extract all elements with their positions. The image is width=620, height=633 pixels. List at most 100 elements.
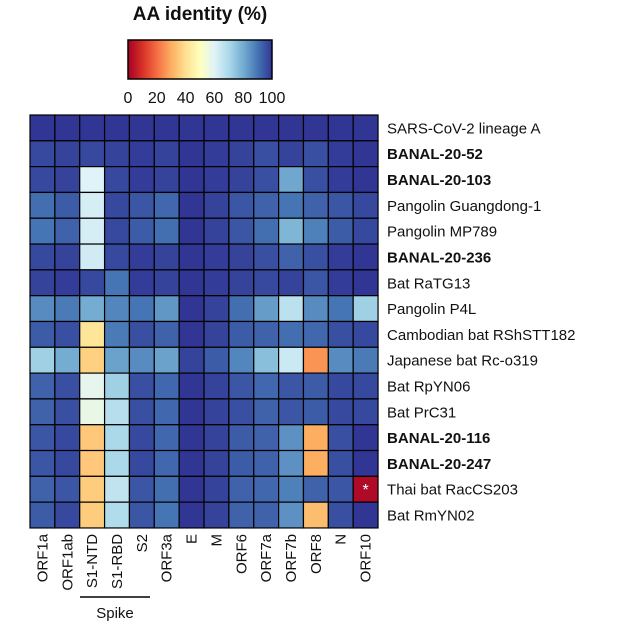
row-label: Bat RaTG13 [387, 275, 470, 292]
heatmap-cell [278, 346, 305, 374]
heatmap-cell [54, 346, 81, 374]
heatmap-cell [253, 243, 280, 271]
heatmap-cell [128, 269, 155, 297]
heatmap-cell [253, 269, 280, 297]
heatmap-cell [29, 140, 56, 168]
heatmap-cell [352, 501, 379, 529]
heatmap-cell [54, 372, 81, 400]
heatmap-cell [79, 320, 106, 348]
heatmap-cell [253, 424, 280, 452]
heatmap-cell [352, 346, 379, 374]
heatmap-cell [54, 501, 81, 529]
heatmap-cell [54, 449, 81, 477]
heatmap-cell [228, 346, 255, 374]
heatmap-cell [29, 475, 56, 503]
heatmap-cell [79, 114, 106, 142]
heatmap-cell [153, 424, 180, 452]
heatmap-cell [178, 114, 205, 142]
column-labels: ORF1a ORF1ab S1-NTD S1-RBD S2 ORF3a E M ORF6 ORF7… [34, 533, 374, 590]
cell-annotation: * [362, 482, 368, 499]
heatmap-cell [29, 269, 56, 297]
heatmap-cell [352, 140, 379, 168]
heatmap-cell [79, 269, 106, 297]
heatmap-cell [54, 114, 81, 142]
heatmap-cell [327, 320, 354, 348]
heatmap-cell [203, 114, 230, 142]
heatmap-cell [29, 398, 56, 426]
heatmap-cell [203, 243, 230, 271]
heatmap-cell [278, 243, 305, 271]
heatmap-cell [178, 398, 205, 426]
heatmap-cell [253, 217, 280, 245]
heatmap-cell [178, 346, 205, 374]
heatmap-cell [302, 243, 329, 271]
heatmap-cell [352, 114, 379, 142]
heatmap-cell [103, 191, 131, 219]
colorbar-ticks: 0 20 40 60 80 100 [124, 90, 286, 107]
colorbar-tick: 0 [124, 90, 133, 107]
row-label: Japanese bat Rc-o319 [387, 353, 538, 370]
heatmap-cell [128, 114, 155, 142]
heatmap-cell [54, 243, 81, 271]
heatmap-cell [228, 114, 255, 142]
heatmap-cell [327, 372, 354, 400]
heatmap-cell [153, 269, 180, 297]
heatmap-cell [327, 166, 354, 194]
chart-title: AA identity (%) [133, 4, 267, 25]
spike-group-label: Spike [96, 605, 134, 622]
heatmap-cell [153, 140, 180, 168]
heatmap-cell [302, 424, 329, 452]
row-label: Pangolin Guangdong-1 [387, 198, 541, 215]
heatmap-cell [327, 243, 354, 271]
column-label: ORF1a [34, 533, 51, 582]
heatmap-cell [54, 424, 81, 452]
heatmap-cell [203, 424, 230, 452]
heatmap-cell [253, 320, 280, 348]
heatmap-cell [302, 320, 329, 348]
heatmap-cell [103, 295, 131, 323]
column-label: S1-NTD [84, 534, 101, 588]
heatmap-cell [128, 346, 155, 374]
heatmap-cell [253, 295, 280, 323]
heatmap-cell [29, 295, 56, 323]
heatmap-cell [128, 243, 155, 271]
heatmap-cell [128, 166, 155, 194]
heatmap-cell [79, 475, 106, 503]
heatmap-cell [54, 295, 81, 323]
heatmap-cell [352, 449, 379, 477]
heatmap-cell [79, 398, 106, 426]
heatmap-cell [153, 398, 180, 426]
heatmap-cell [228, 295, 255, 323]
heatmap-cell [29, 166, 56, 194]
row-label: BANAL-20-52 [387, 146, 483, 163]
heatmap-cell [278, 501, 305, 529]
heatmap-cell [327, 269, 354, 297]
heatmap-cell [178, 269, 205, 297]
heatmap-cell [278, 140, 305, 168]
heatmap-cell [103, 217, 131, 245]
row-label: Bat PrC31 [387, 404, 456, 421]
colorbar-tick: 100 [259, 90, 286, 107]
column-label: E [184, 534, 201, 544]
heatmap-cell [178, 243, 205, 271]
heatmap-cell [352, 243, 379, 271]
heatmap-cell [54, 140, 81, 168]
heatmap-cell [128, 398, 155, 426]
colorbar-tick: 80 [234, 90, 252, 107]
heatmap-cell [54, 398, 81, 426]
column-label: S1-RBD [109, 534, 126, 589]
heatmap-cell [278, 398, 305, 426]
heatmap-cell [203, 269, 230, 297]
heatmap-cell [128, 191, 155, 219]
heatmap-cell [153, 320, 180, 348]
row-label: BANAL-20-116 [387, 430, 490, 447]
heatmap-cell [54, 320, 81, 348]
heatmap-cell [278, 295, 305, 323]
heatmap-cell [153, 346, 180, 374]
heatmap-cell [29, 114, 56, 142]
heatmap-cell [253, 475, 280, 503]
heatmap-cell [228, 269, 255, 297]
heatmap-cell [302, 114, 329, 142]
heatmap-cell [153, 243, 180, 271]
heatmap-cell [327, 217, 354, 245]
